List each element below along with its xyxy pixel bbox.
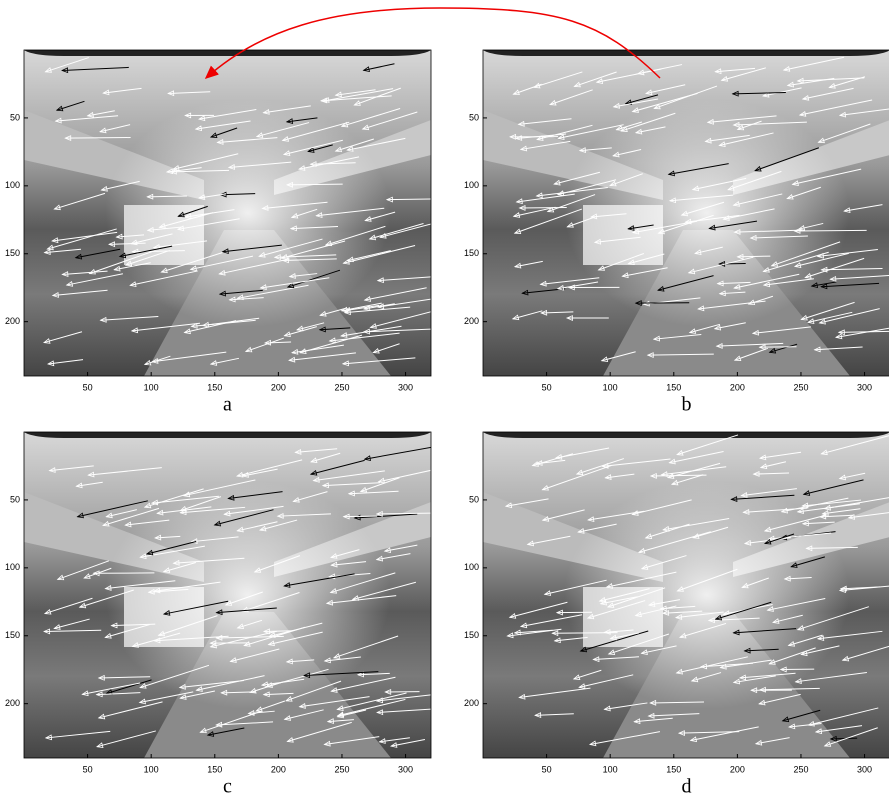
panel-label: b bbox=[682, 394, 692, 416]
y-tick-label: 150 bbox=[5, 248, 20, 258]
y-tick-label: 200 bbox=[464, 698, 479, 708]
x-tick-label: 50 bbox=[83, 764, 93, 774]
x-tick-label: 300 bbox=[398, 764, 413, 774]
y-tick-label: 50 bbox=[469, 112, 479, 122]
y-tick-label: 100 bbox=[464, 562, 479, 572]
x-tick-label: 50 bbox=[542, 764, 552, 774]
panel: 50 100 150 200 250 300 50 100 150 200 c bbox=[5, 424, 446, 798]
x-tick-label: 100 bbox=[144, 382, 159, 392]
y-tick-label: 200 bbox=[5, 698, 20, 708]
x-tick-label: 150 bbox=[207, 382, 222, 392]
flow-arrow bbox=[794, 230, 866, 231]
flow-arrow bbox=[65, 138, 130, 139]
panel: 50 100 150 200 250 300 50 100 150 200 d bbox=[464, 424, 889, 798]
x-tick-label: 150 bbox=[207, 764, 222, 774]
y-tick-label: 200 bbox=[464, 316, 479, 326]
x-tick-label: 100 bbox=[603, 764, 618, 774]
glow bbox=[483, 50, 889, 376]
x-tick-label: 200 bbox=[271, 764, 286, 774]
x-tick-label: 200 bbox=[730, 764, 745, 774]
panel-label: d bbox=[682, 776, 692, 798]
x-tick-label: 200 bbox=[730, 382, 745, 392]
x-tick-label: 250 bbox=[334, 764, 349, 774]
x-tick-label: 150 bbox=[666, 382, 681, 392]
panel-label: c bbox=[223, 776, 232, 798]
x-tick-label: 200 bbox=[271, 382, 286, 392]
x-tick-label: 250 bbox=[793, 764, 808, 774]
x-tick-label: 100 bbox=[144, 764, 159, 774]
y-tick-label: 100 bbox=[5, 562, 20, 572]
y-tick-label: 200 bbox=[5, 316, 20, 326]
image bbox=[24, 424, 446, 758]
flow-arrow bbox=[719, 263, 746, 264]
y-tick-label: 150 bbox=[464, 630, 479, 640]
x-tick-label: 50 bbox=[542, 382, 552, 392]
x-tick-label: 100 bbox=[603, 382, 618, 392]
panel: 50 100 150 200 250 300 50 100 150 200 b bbox=[464, 42, 889, 416]
panel: 50 100 150 200 250 300 50 100 150 200 a bbox=[5, 42, 441, 416]
x-tick-label: 250 bbox=[793, 382, 808, 392]
image bbox=[483, 424, 889, 758]
top-band bbox=[483, 424, 889, 438]
glow bbox=[483, 432, 889, 758]
x-tick-label: 300 bbox=[398, 382, 413, 392]
y-tick-label: 100 bbox=[464, 180, 479, 190]
top-band bbox=[24, 42, 431, 56]
y-tick-label: 50 bbox=[10, 494, 20, 504]
flow-arrow bbox=[344, 516, 378, 517]
top-band bbox=[24, 424, 431, 438]
image bbox=[24, 42, 441, 376]
y-tick-label: 150 bbox=[464, 248, 479, 258]
panel-label: a bbox=[223, 394, 232, 416]
y-tick-label: 100 bbox=[5, 180, 20, 190]
x-tick-label: 150 bbox=[666, 764, 681, 774]
y-tick-label: 50 bbox=[469, 494, 479, 504]
x-tick-label: 50 bbox=[83, 382, 93, 392]
x-tick-label: 250 bbox=[334, 382, 349, 392]
y-tick-label: 50 bbox=[10, 112, 20, 122]
flow-arrow bbox=[287, 184, 343, 185]
x-tick-label: 300 bbox=[857, 764, 872, 774]
y-tick-label: 150 bbox=[5, 630, 20, 640]
image bbox=[483, 42, 889, 376]
x-tick-label: 300 bbox=[857, 382, 872, 392]
top-band bbox=[483, 42, 889, 56]
figure: 50 100 150 200 250 300 50 100 150 200 a 50 100 150 200… bbox=[0, 0, 889, 800]
